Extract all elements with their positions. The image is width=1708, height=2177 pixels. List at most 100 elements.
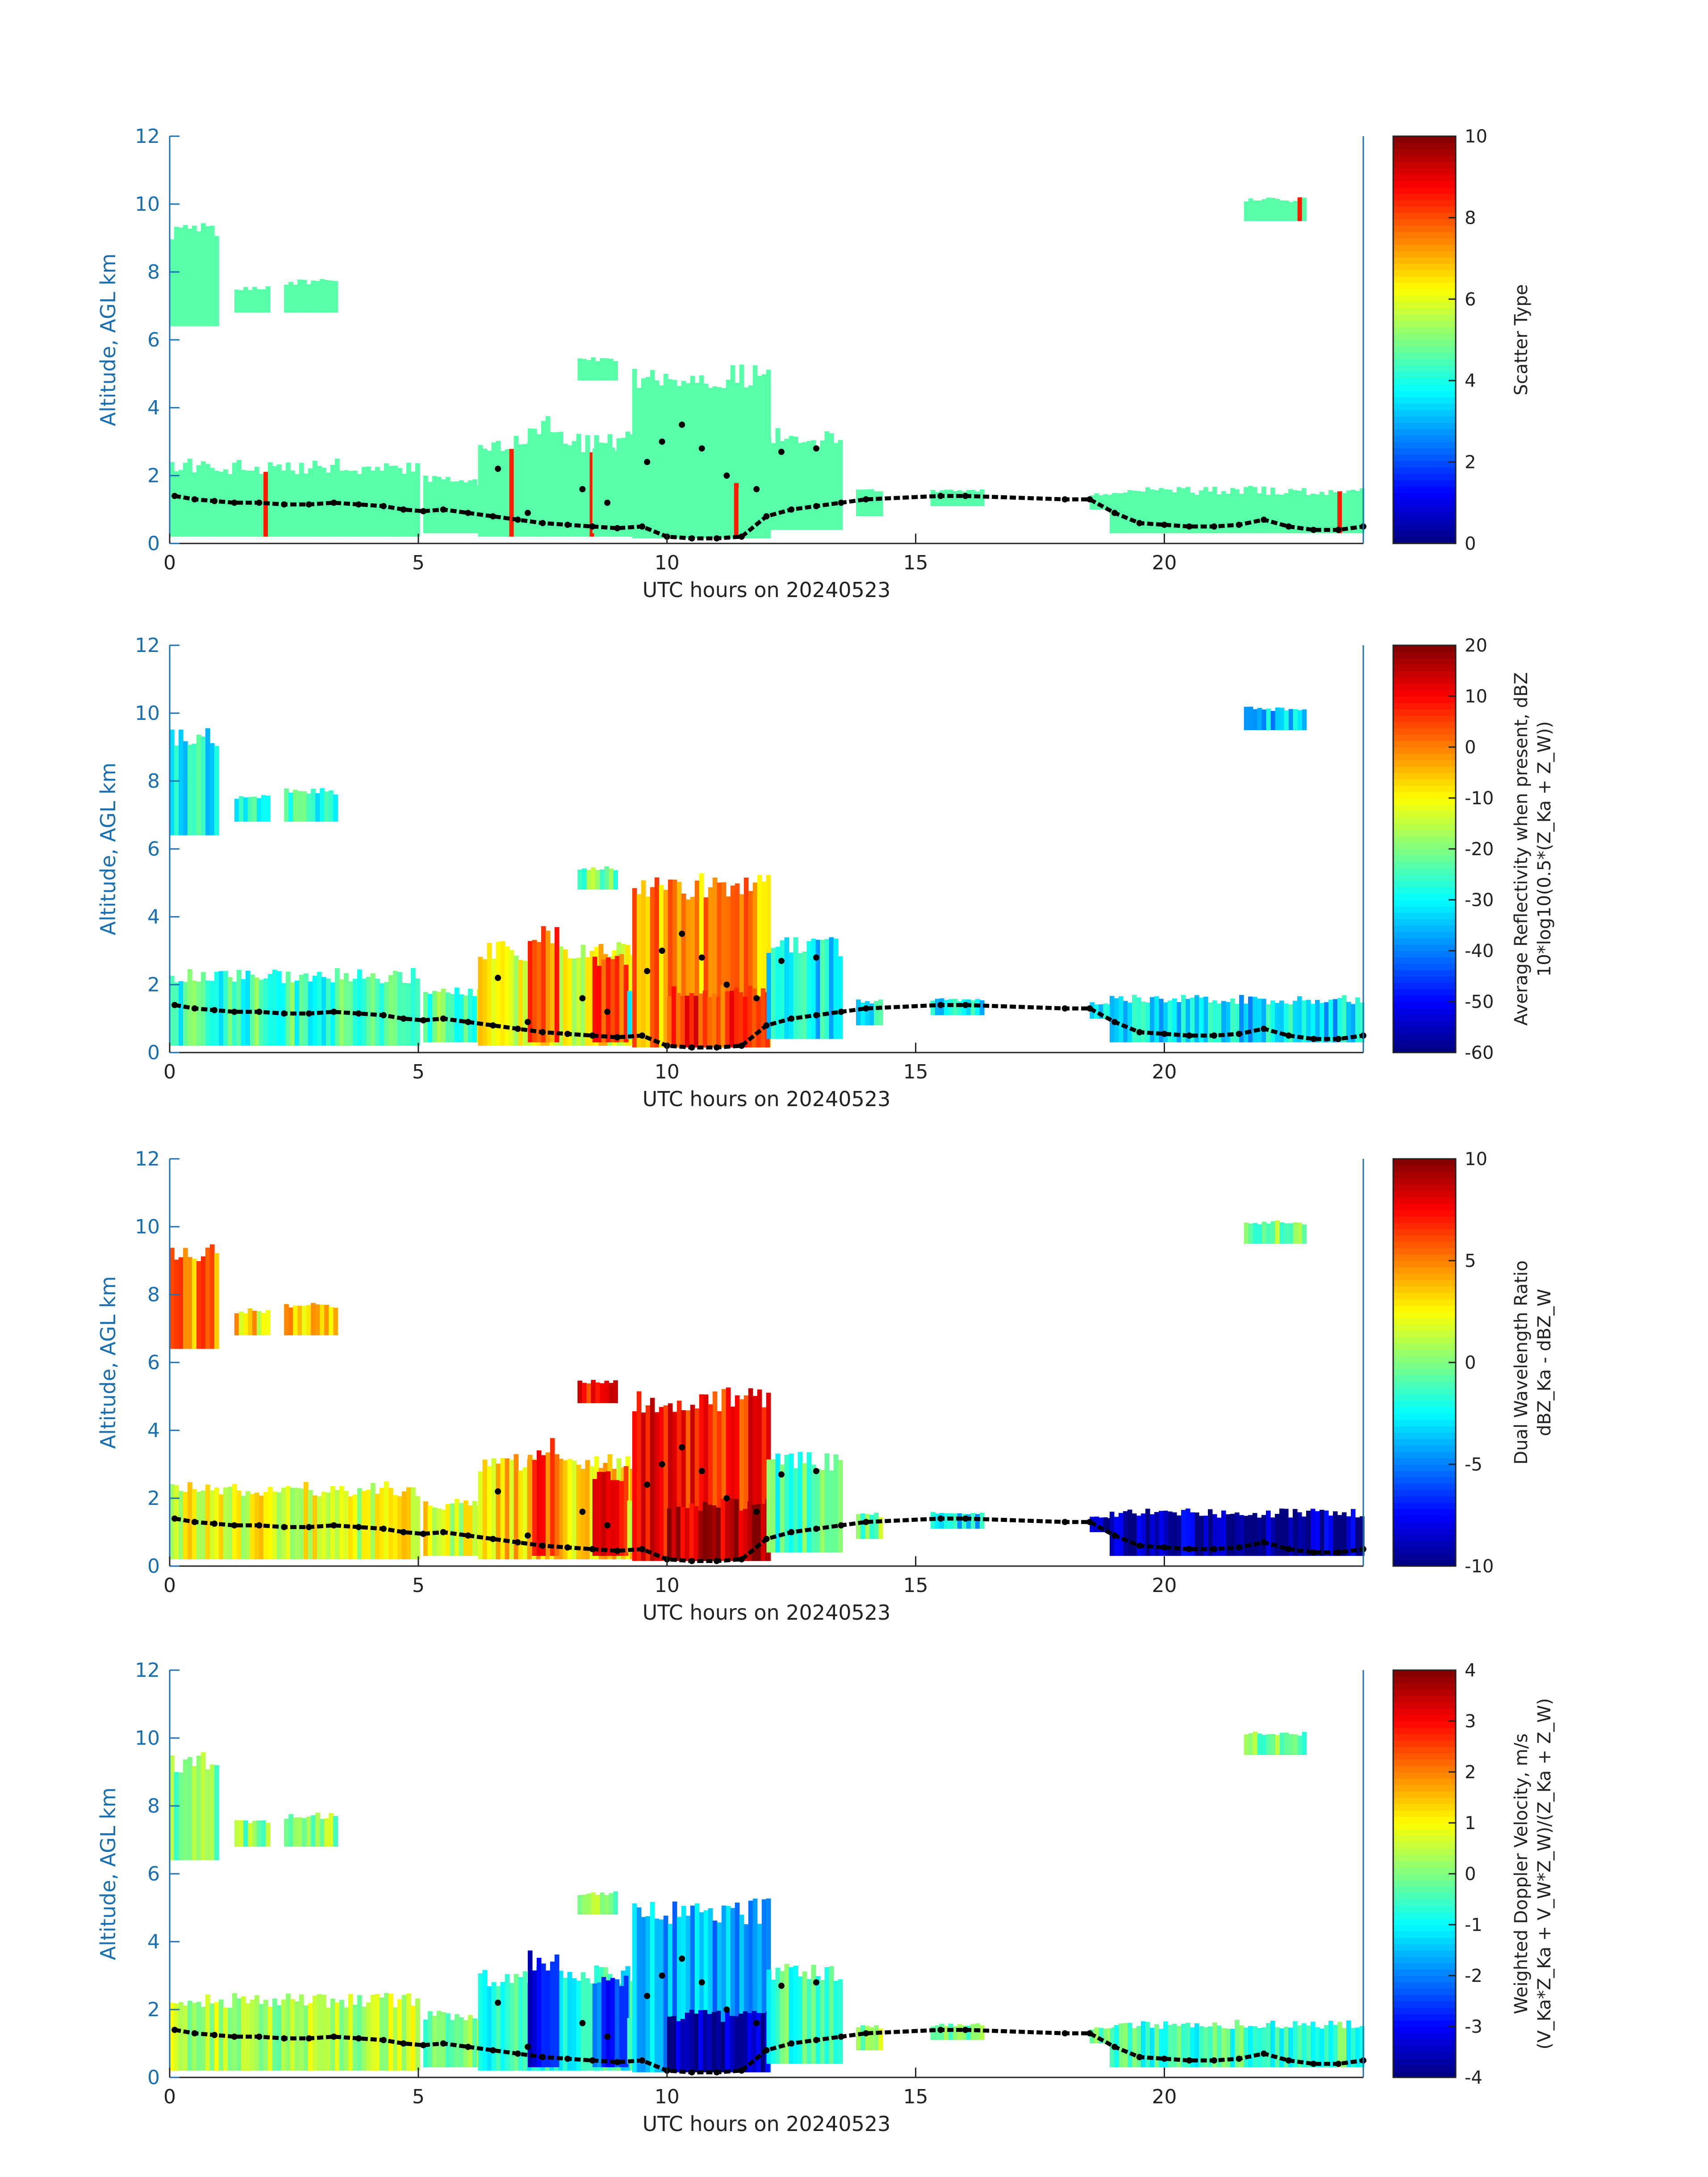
echo-strip: [541, 1963, 546, 2068]
colorbar-segment: [1393, 295, 1456, 302]
echo-strip: [306, 1817, 311, 1847]
echo-strip: [798, 1452, 803, 1553]
cloud-base-point: [813, 1979, 819, 1986]
echo-strip: [179, 1772, 184, 1860]
echo-strip: [299, 1488, 304, 1559]
echo-strip: [297, 791, 302, 822]
echo-strip: [712, 386, 718, 539]
colorbar-segment: [1393, 645, 1456, 652]
echo-strip: [1226, 1514, 1231, 1556]
echo-strip: [268, 462, 273, 537]
echo-strip: [243, 1313, 248, 1336]
colorbar-segment: [1393, 333, 1456, 340]
echo-strip: [243, 1820, 248, 1847]
echo-strip: [1293, 1509, 1298, 1556]
echo-strip: [174, 745, 179, 836]
echo-strip: [1141, 1513, 1146, 1556]
echo-strip: [589, 951, 595, 1046]
echo-strip: [668, 879, 673, 1048]
cloud-base-point: [604, 2033, 611, 2040]
echo-strip: [1253, 1223, 1258, 1244]
x-tick-label: 10: [655, 2085, 680, 2108]
colorbar-segment: [1393, 951, 1456, 958]
echo-strip: [536, 1958, 542, 2068]
echo-strip: [472, 1501, 477, 1556]
echo-strip: [1360, 2026, 1365, 2068]
echo-strip: [591, 1892, 596, 1915]
colorbar-segment: [1393, 1439, 1456, 1446]
echo-strip: [302, 1306, 307, 1336]
echo-strip: [681, 1410, 686, 1561]
echo-strip: [223, 469, 228, 537]
colorbar-segment: [1393, 779, 1456, 786]
echo-strip: [324, 1304, 329, 1336]
echo-strip: [384, 463, 389, 537]
echo-strip: [980, 1000, 985, 1015]
echo-strip: [286, 462, 291, 537]
echo-strip: [748, 385, 753, 539]
y-tick-label: 10: [135, 1216, 160, 1238]
echo-strip: [348, 1496, 353, 1559]
x-tick-label: 5: [412, 1574, 425, 1597]
echo-strip: [536, 434, 542, 534]
echo-strip: [223, 1487, 228, 1559]
echo-strip: [288, 282, 293, 313]
echo-strip: [1217, 494, 1222, 534]
echo-strip: [699, 1394, 704, 1561]
echo-strip: [322, 1492, 326, 1559]
y-tick-label: 10: [135, 193, 160, 216]
echo-strip: [1208, 1509, 1213, 1556]
echo-strip: [971, 1513, 976, 1529]
echo-strip: [757, 875, 762, 1048]
colorbar-segment: [1393, 995, 1456, 1002]
colorbar-label: Scatter Type: [1511, 284, 1532, 396]
echo-strip: [1261, 709, 1267, 730]
colorbar-segment: [1393, 709, 1456, 716]
echo-strip: [1145, 487, 1150, 534]
colorbar-segment: [1393, 1759, 1456, 1766]
echo-strip: [757, 1924, 762, 2073]
colorbar-segment: [1393, 1228, 1456, 1236]
colorbar-segment: [1393, 187, 1456, 194]
echo-strip: [1136, 997, 1141, 1043]
echo-strip: [415, 463, 420, 537]
echo-strip: [1244, 1003, 1249, 1043]
echo-strip: [1302, 2023, 1307, 2068]
echo-strip: [380, 1997, 384, 2071]
echo-strip: [196, 1755, 201, 1860]
echo-strip: [196, 1261, 201, 1349]
echo-strip: [514, 1454, 519, 1559]
echo-strip: [935, 492, 940, 506]
cloud-base-point: [644, 1993, 651, 1999]
echo-strip: [1320, 492, 1324, 534]
echo-strip: [1181, 1510, 1186, 1556]
echo-strip: [667, 996, 672, 1048]
echo-strip: [1248, 1733, 1253, 1755]
colorbar-segment: [1393, 168, 1456, 175]
echo-strip: [468, 480, 473, 534]
colorbar-segment: [1393, 1337, 1456, 1344]
echo-strip: [720, 1499, 726, 1561]
colorbar-segment: [1393, 2058, 1456, 2065]
colorbar-segment: [1393, 1286, 1456, 1293]
echo-strip: [522, 444, 528, 537]
echo-strip: [320, 1304, 325, 1336]
echo-strip: [802, 1971, 807, 2064]
echo-strip: [1257, 1733, 1262, 1755]
echo-strip: [1288, 1517, 1293, 1556]
echo-strip: [1293, 1000, 1298, 1043]
echo-strip: [1355, 1517, 1360, 1556]
echo-strip: [698, 486, 703, 539]
echo-strip: [650, 887, 655, 1048]
echo-strip: [411, 968, 416, 1046]
echo-strip: [1288, 202, 1294, 221]
colorbar-segment: [1393, 1943, 1456, 1951]
echo-strip: [789, 1967, 794, 2064]
echo-strip: [1186, 2022, 1190, 2068]
echo-strip: [1275, 2027, 1280, 2068]
echo-strip: [563, 1978, 568, 2071]
echo-strip: [1261, 1735, 1267, 1755]
x-tick-label: 0: [163, 1061, 176, 1083]
echo-strip: [333, 794, 338, 822]
echo-strip: [192, 744, 197, 836]
